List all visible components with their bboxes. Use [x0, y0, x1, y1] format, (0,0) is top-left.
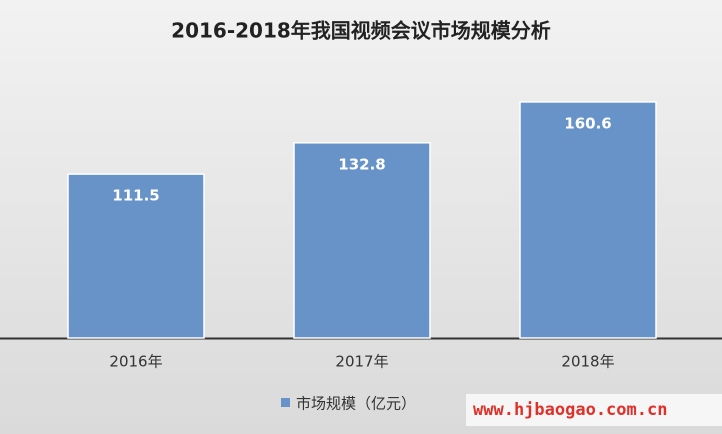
value-label: 132.8: [338, 155, 385, 173]
watermark-bg: [466, 394, 722, 426]
legend: 市场规模（亿元）: [281, 395, 416, 413]
x-tick-label: 2016年: [109, 353, 162, 371]
value-label: 160.6: [564, 114, 611, 132]
bar: [67, 173, 205, 339]
x-tick-label: 2018年: [561, 353, 614, 371]
chart-title: 2016-2018年我国视频会议市场规模分析: [171, 19, 551, 43]
legend-swatch: [281, 398, 290, 407]
legend-label: 市场规模（亿元）: [296, 395, 416, 413]
value-label: 111.5: [112, 187, 159, 205]
bar: [293, 142, 431, 339]
watermark: www.hjbaogao.com.cn: [473, 400, 667, 420]
bar: [519, 101, 657, 339]
x-tick-label: 2017年: [335, 353, 388, 371]
